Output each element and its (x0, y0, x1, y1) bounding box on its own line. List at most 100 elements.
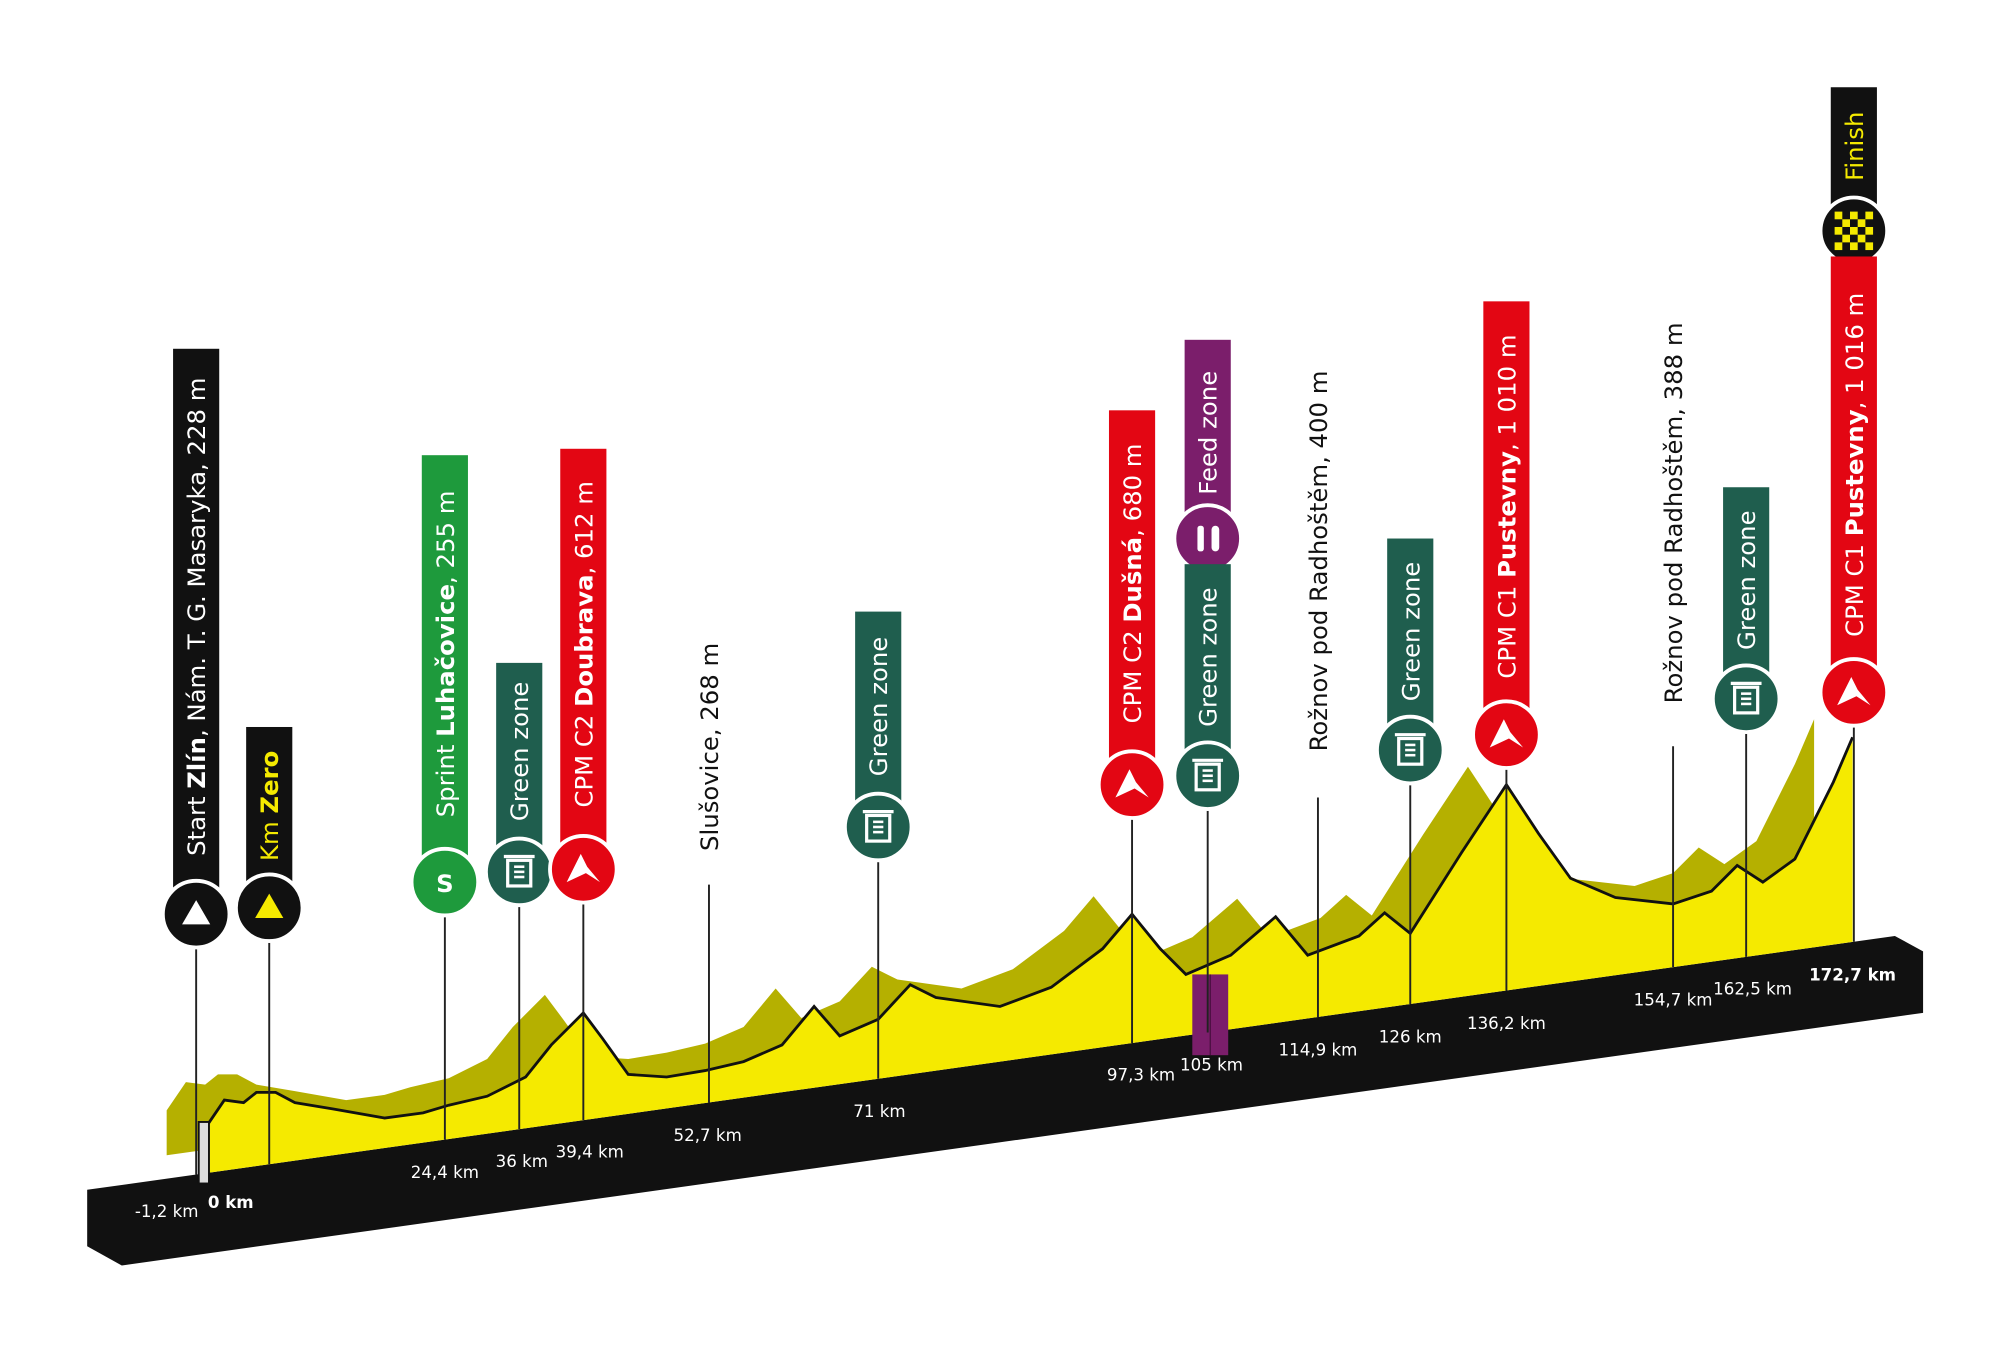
km-label: 154,7 km (1634, 991, 1713, 1010)
road-slab (87, 935, 1924, 1266)
label-part: Feed zone (1193, 371, 1222, 495)
label-part: CPM C2 (1118, 623, 1147, 724)
marker: CPM C1 Pustevny, 1 010 m (1471, 301, 1542, 991)
km-label: 126 km (1379, 1027, 1442, 1046)
marker-label: Green zone (1396, 562, 1425, 702)
marker-label: Start Zlín, Nám. T. G. Masaryka, 228 m (182, 378, 211, 856)
marker-label: CPM C2 Doubrava, 612 m (569, 481, 598, 807)
icon (865, 813, 892, 843)
marker-pill (496, 662, 543, 853)
marker: CPM C1 Pustevny, 1 016 m (1818, 256, 1890, 942)
label-part: Doubrava (569, 574, 598, 706)
icon (1489, 719, 1524, 748)
marker-pill (1483, 301, 1530, 725)
start-bar (197, 1121, 210, 1185)
label-part: Km (255, 814, 284, 861)
label-part: , 680 m (1118, 443, 1147, 536)
marker-pill (173, 348, 220, 898)
icon-label: S (436, 869, 454, 898)
profile-fill (205, 737, 1853, 1174)
marker: Green zone (1710, 487, 1782, 957)
marker: S Sprint Luhačovice, 255 m (409, 455, 481, 1140)
marker-pill (1830, 256, 1877, 686)
label-part: Sprint (430, 737, 459, 817)
km-label: 71 km (853, 1102, 905, 1121)
km-label: 24,4 km (411, 1163, 479, 1182)
marker-label: CPM C1 Pustevny, 1 016 m (1839, 293, 1868, 637)
marker: CPM C2 Doubrava, 612 m (548, 448, 619, 1121)
marker-pill (560, 448, 607, 853)
marker-label: Green zone (1193, 587, 1222, 727)
label-part: Dušná (1118, 537, 1147, 623)
km-label: -1,2 km (135, 1202, 199, 1221)
marker-label: Feed zone (1193, 371, 1222, 495)
icon (1842, 234, 1850, 243)
icon (506, 858, 533, 888)
marker-label: Rožnov pod Radhoštěm, 388 m (1659, 322, 1688, 703)
icon (1397, 736, 1424, 766)
marker-pill (1723, 487, 1770, 686)
km-label: 162,5 km (1713, 979, 1792, 998)
label-part: CPM C1 (1492, 578, 1521, 679)
label-part: Green zone (1193, 587, 1222, 727)
icon (1834, 226, 1843, 235)
marker-label: Slušovice, 268 m (694, 643, 723, 851)
icon (1850, 226, 1858, 235)
label-part: , Nám. T. G. Masaryka, 228 m (182, 378, 211, 738)
marker: Slušovice, 268 m (694, 643, 723, 1103)
label-part: Zlín (182, 737, 211, 789)
marker-label: CPM C1 Pustevny, 1 010 m (1492, 334, 1521, 678)
marker-pill (1184, 564, 1231, 763)
marker-pill (1387, 538, 1434, 738)
profile-line (203, 736, 1854, 1130)
marker: Rožnov pod Radhoštěm, 388 m (1659, 322, 1688, 968)
label-part: Green zone (864, 637, 893, 777)
km-label: 0 km (208, 1193, 254, 1212)
marker: Feed zone (1172, 339, 1243, 574)
marker-label: Green zone (1732, 510, 1761, 650)
km-label: 136,2 km (1467, 1014, 1546, 1033)
label-part: , 1 010 m (1492, 334, 1521, 451)
icon (1211, 525, 1220, 552)
marker-label: Sprint Luhačovice, 255 m (430, 491, 459, 818)
icon (1857, 234, 1866, 243)
label-part: Rožnov pod Radhoštěm, 388 m (1659, 322, 1688, 703)
label-part: Green zone (505, 682, 534, 822)
marker-label: Green zone (864, 637, 893, 777)
marker-pill (855, 611, 902, 815)
marker: Green zone (842, 611, 914, 1079)
marker-label: CPM C2 Dušná, 680 m (1118, 443, 1147, 723)
km-label: 39,4 km (556, 1143, 624, 1162)
marker-label: Km Zero (255, 751, 284, 861)
km-label: 172,7 km (1809, 965, 1896, 984)
icon (1850, 211, 1858, 220)
label-part: CPM C1 (1839, 536, 1868, 637)
marker: Finish (1818, 87, 1890, 267)
icon (182, 900, 211, 925)
icon (1733, 685, 1760, 715)
marker: Start Zlín, Nám. T. G. Masaryka, 228 m (160, 348, 232, 1175)
label-part: Pustevny (1492, 451, 1521, 578)
km-label: 105 km (1180, 1055, 1243, 1074)
label-part: Zero (255, 751, 284, 814)
icon (1115, 769, 1149, 798)
marker: CPM C2 Dušná, 680 m (1096, 410, 1168, 1044)
km-label: 114,9 km (1279, 1040, 1358, 1059)
marker: Green zone (483, 662, 555, 1130)
label-part: , 255 m (430, 491, 459, 584)
label-part: Green zone (1396, 562, 1425, 702)
km-label: 52,7 km (674, 1126, 742, 1145)
icon (255, 893, 284, 919)
label-part: , 1 016 m (1839, 293, 1868, 410)
label-part: Rožnov pod Radhoštěm, 400 m (1303, 371, 1332, 752)
icon (1194, 762, 1221, 792)
km-label: 97,3 km (1107, 1065, 1175, 1084)
marker: Km Zero (233, 726, 305, 1165)
marker: Rožnov pod Radhoštěm, 400 m (1303, 371, 1332, 1017)
marker-pill (421, 455, 468, 866)
icon (1842, 219, 1850, 227)
label-part: Pustevny (1839, 409, 1868, 536)
icon (1850, 242, 1858, 251)
marker-label: Green zone (505, 682, 534, 822)
